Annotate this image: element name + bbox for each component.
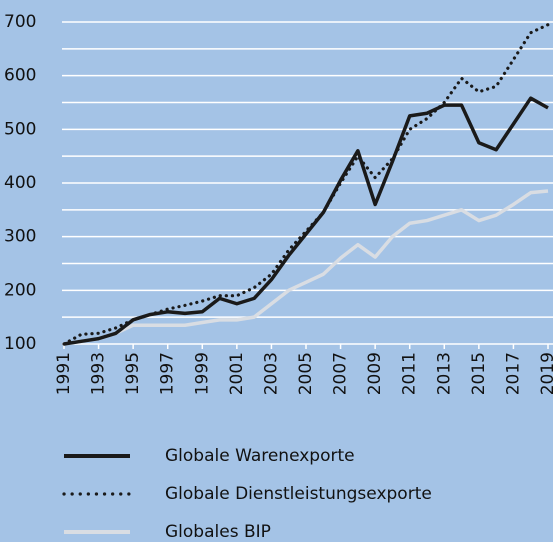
y-tick-label: 200 — [4, 280, 36, 300]
x-tick-label: 2013 — [434, 352, 454, 395]
y-tick-label: 500 — [4, 119, 36, 139]
x-tick-label: 2007 — [331, 352, 351, 395]
legend-label: Globales BIP — [165, 522, 271, 542]
y-tick-label: 400 — [4, 173, 36, 193]
x-tick-label: 2015 — [469, 352, 489, 395]
x-tick-label: 2017 — [503, 352, 523, 395]
series-line — [63, 96, 549, 346]
x-tick-label: 2009 — [365, 352, 385, 395]
y-tick-label: 100 — [4, 334, 36, 354]
x-tick-label: 1997 — [158, 352, 178, 395]
series-line — [62, 23, 550, 346]
x-tick-label: 1991 — [54, 352, 74, 395]
x-tick-label: 1999 — [192, 352, 212, 395]
x-tick-label: 2001 — [227, 352, 247, 395]
x-tick-label: 2005 — [296, 352, 316, 395]
legend-label: Globale Warenexporte — [165, 446, 355, 466]
x-tick-label: 2003 — [261, 352, 281, 395]
x-tick-label: 2011 — [400, 352, 420, 395]
y-tick-label: 600 — [4, 66, 36, 86]
y-tick-label: 700 — [4, 12, 36, 32]
x-tick-label: 1995 — [123, 352, 143, 395]
series-line — [63, 189, 549, 346]
x-tick-label: 2019 — [538, 352, 553, 395]
y-tick-label: 300 — [4, 227, 36, 247]
legend-label: Globale Dienstleistungsexporte — [165, 484, 432, 504]
x-tick-label: 1993 — [89, 352, 109, 395]
